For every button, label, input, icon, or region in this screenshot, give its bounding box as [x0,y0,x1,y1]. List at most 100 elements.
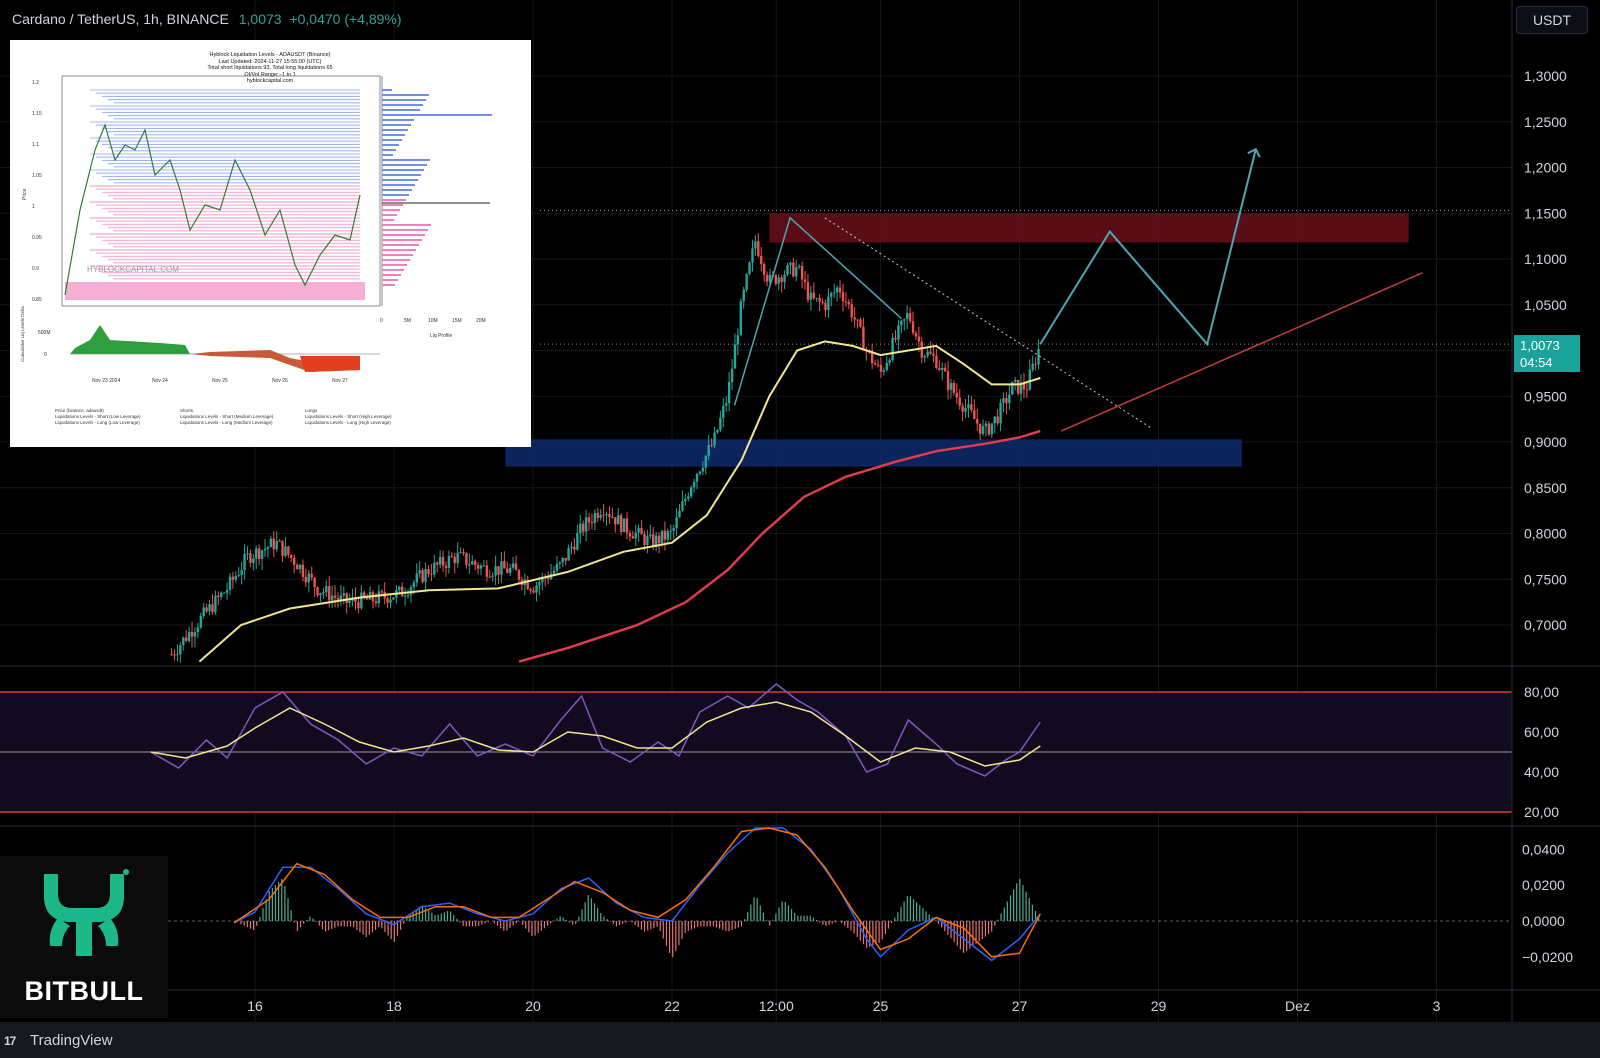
candle-body [313,577,316,588]
liquidation-chart-inset: Hyblock Liquidation Levels - ADAUSDT (Bi… [10,40,531,447]
candle-body [652,534,655,548]
candle-body [255,548,258,559]
candle-body [946,371,950,390]
candle-body [485,565,489,577]
candle-body [514,563,518,571]
candle-body [225,590,229,593]
inset-legend-entry: Liquidations Levels - Long (Medium Lever… [180,420,273,425]
support-zone [505,439,1242,467]
inset-plot: HYBLOCKCAPITAL.COM 1.2 1.15 1.1 1.05 1 0.95 0.9… [20,75,492,425]
candle-body [1002,398,1005,403]
candle-body [231,576,235,580]
time-tick-label: 22 [664,998,680,1014]
bar-countdown: 04:54 [1520,355,1553,370]
candle-body [806,282,810,300]
candle-body [879,364,883,372]
candle-body [228,576,232,591]
candle-body [830,293,833,297]
candle-body [812,292,815,299]
candle-body [815,297,818,299]
candle-body [646,536,649,545]
candle-body [689,487,693,497]
price-tick-label: 1,0500 [1524,297,1567,313]
candle-body [450,556,454,558]
candle-body [643,534,646,545]
candle-body [590,522,594,524]
candle-body [973,410,976,419]
candle-body [955,392,959,398]
inset-title-line: hyblockcapital.com [246,78,294,84]
candle-body [698,471,702,474]
candle-body [532,590,535,593]
candle-body [733,344,737,369]
candle-body [672,528,675,531]
time-tick-label: 20 [525,998,541,1014]
inset-y-label: Price [22,188,28,200]
profile-tick: 5M [404,318,411,324]
inset-x-tick: Nov 26 [272,378,288,384]
axes: 1,3000 1,2500 1,2000 1,1500 1,1000 1,0500 1,00… [0,0,1600,1022]
candle-body [687,496,690,499]
candle-body [506,568,509,573]
candle-body [926,351,929,357]
candle-body [377,591,381,604]
candle-body [780,277,783,282]
candle-body [546,577,550,580]
candle-body [637,527,640,533]
candle-body [949,383,953,390]
candle-body [196,627,200,633]
candle-body [593,512,597,524]
candle-body [853,317,856,320]
candle-body [328,586,331,601]
macd-tick-label: 0,0000 [1522,913,1565,929]
candle-body [310,573,313,578]
candle-body [398,586,401,591]
uptrend-line [1060,272,1423,432]
price-change: +0,0470 (+4,89%) [289,11,402,27]
candle-body [325,586,328,593]
logo-text: BITBULL [24,976,144,1006]
candle-body [301,564,305,577]
candle-body [436,562,439,565]
candle-body [760,256,763,265]
candle-body [555,563,559,571]
inset-x-tick: Nov 27 [332,378,348,384]
candle-body [713,432,716,446]
candle-body [243,553,246,570]
candle-body [783,274,786,282]
footer-bar: 17 TradingView [0,1022,1600,1058]
candle-body [704,455,707,468]
profile-tick: 0 [380,318,383,324]
macd-line [233,827,1041,962]
candle-body [941,367,944,370]
candle-body [870,350,874,364]
currency-button[interactable]: USDT [1516,6,1588,34]
candle-body [660,530,664,544]
candle-body [345,593,348,603]
candle-body [184,637,188,641]
candle-body [725,403,728,406]
candle-body [707,445,710,456]
candle-body [479,565,483,569]
inset-y-tick: 1.15 [32,111,42,117]
candle-body [1025,389,1029,391]
candle-body [640,527,643,535]
delta-positive-area [70,325,190,354]
candle-body [835,287,839,293]
candle-body [809,292,813,300]
candle-body [529,589,532,591]
inset-legend-entry: Liquidations Levels - Short (Low Leverag… [55,414,141,419]
candle-body [246,553,249,555]
time-tick-label: 27 [1012,998,1028,1014]
tradingview-label: TradingView [30,1032,113,1049]
rsi-tick-label: 20,00 [1524,804,1559,820]
delta-tick: 0 [44,352,47,358]
inset-legend-entry: Liquidations Levels - Short (High Levera… [305,414,392,419]
candle-body [970,404,973,411]
symbol-header: Cardano / TetherUS, 1h, BINANCE 1,0073 +… [12,11,402,27]
candle-body [316,587,319,596]
candle-body [777,277,780,284]
candle-body [894,337,897,340]
inset-y-tick: 1.05 [32,173,42,179]
candle-body [360,592,363,609]
